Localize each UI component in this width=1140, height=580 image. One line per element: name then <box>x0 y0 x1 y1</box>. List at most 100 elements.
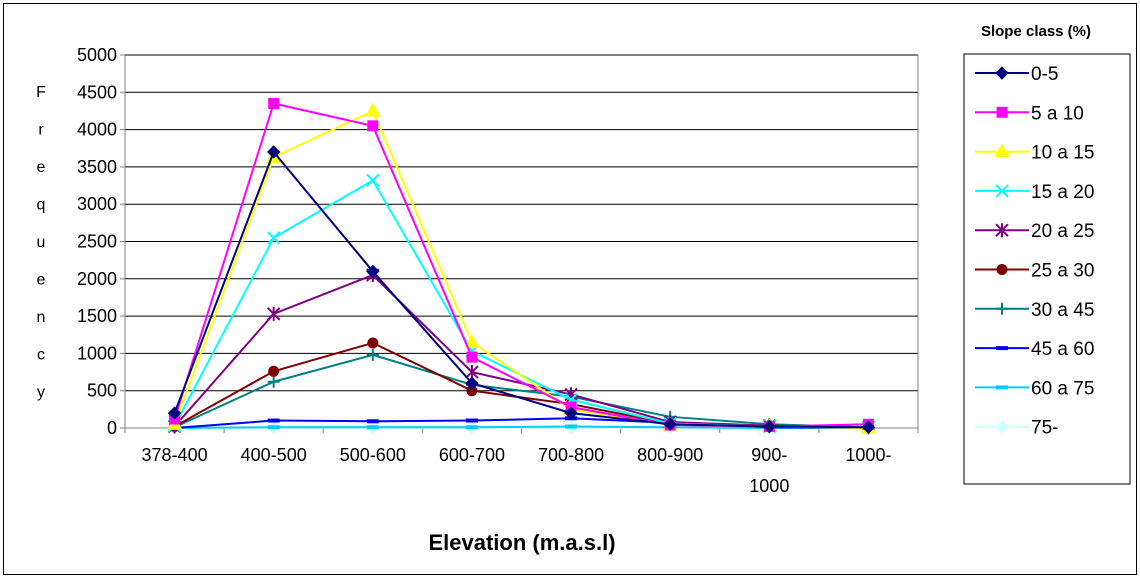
y-axis-title-char: y <box>37 384 45 401</box>
legend-marker <box>995 223 1009 238</box>
legend-label: 10 a 15 <box>1031 143 1094 164</box>
y-axis-title-char: q <box>37 197 46 214</box>
x-axis-ticks: 378-400 400-500 500-600 600-700 700-800 800-9… <box>124 428 919 496</box>
x-tick-label: 700-800 <box>538 445 604 465</box>
legend-marker <box>996 302 1008 315</box>
legend-item: 10 a 15 <box>975 143 1094 164</box>
legend-item: 20 a 25 <box>975 221 1094 242</box>
gridlines <box>125 54 918 392</box>
data-point <box>366 173 380 188</box>
legend-item: 15 a 20 <box>975 182 1094 203</box>
legend-title: Slope class (%) <box>981 23 1091 40</box>
y-axis-title-char: e <box>37 272 46 289</box>
data-point <box>366 425 379 430</box>
series-0-5 <box>167 145 876 434</box>
data-point <box>465 425 478 430</box>
y-tick-label: 4500 <box>77 82 117 102</box>
legend-label: 75- <box>1031 418 1058 439</box>
x-tick-label: 500-600 <box>340 445 406 465</box>
data-point <box>466 351 478 363</box>
y-axis-title: Fr e q u e n c y <box>36 84 46 401</box>
legend-item: 5 a 10 <box>975 103 1084 124</box>
y-tick-label: 2500 <box>77 232 117 252</box>
legend-item: 0-5 <box>975 64 1058 85</box>
x-tick-label: 900- <box>751 445 787 465</box>
data-point <box>464 334 480 348</box>
data-point <box>266 231 281 245</box>
data-point <box>268 97 280 109</box>
y-tick-label: 1500 <box>77 306 117 326</box>
data-point <box>267 375 280 388</box>
legend-item: 60 a 75 <box>975 378 1094 399</box>
x-tick-label: 1000- <box>845 445 891 465</box>
data-point <box>364 102 381 117</box>
legend-label: 15 a 20 <box>1031 182 1094 203</box>
data-point <box>366 419 379 424</box>
legend-label: 60 a 75 <box>1031 378 1094 399</box>
data-point <box>465 376 479 390</box>
x-tick-label: 600-700 <box>439 445 505 465</box>
series-line <box>174 353 869 429</box>
data-point <box>266 145 281 159</box>
y-tick-label: 500 <box>87 381 117 401</box>
y-tick-label: 4000 <box>77 120 117 140</box>
y-axis-ticks: 0 500 1000 1500 2000 2500 3000 3500 4000 4500 5000 <box>77 45 125 438</box>
legend-marker <box>996 106 1008 118</box>
x-tick-label: 400-500 <box>241 445 307 465</box>
data-point <box>465 418 478 423</box>
y-axis-title-char: e <box>37 159 46 176</box>
y-axis-title-char: c <box>37 347 45 364</box>
legend-label: 5 a 10 <box>1031 103 1084 124</box>
legend-marker <box>996 385 1008 390</box>
data-point <box>366 264 380 279</box>
data-point <box>366 348 379 361</box>
legend-item: 75- <box>975 418 1058 439</box>
series-line <box>174 425 869 429</box>
legend-marker <box>996 346 1008 351</box>
y-tick-label: 2000 <box>77 269 117 289</box>
legend-item: 25 a 30 <box>975 261 1094 282</box>
series-layer <box>166 97 877 435</box>
legend-marker <box>995 419 1009 434</box>
data-point <box>268 365 280 377</box>
legend-label: 45 a 60 <box>1031 339 1094 360</box>
y-tick-label: 3500 <box>77 157 117 177</box>
legend-label: 30 a 45 <box>1031 300 1094 321</box>
x-axis-title: Elevation (m.a.s.l) <box>428 530 615 555</box>
x-tick-label: 1000 <box>749 476 789 496</box>
legend-item: 45 a 60 <box>975 339 1094 360</box>
data-point <box>266 306 281 321</box>
x-tick-label: 800-900 <box>637 445 703 465</box>
data-point <box>367 337 379 349</box>
x-tick-label: 378-400 <box>142 445 208 465</box>
data-point <box>367 120 379 132</box>
legend-marker <box>994 143 1010 158</box>
series-line <box>173 150 869 429</box>
y-axis-title-char: F <box>36 84 46 101</box>
legend: Slope class (%) 0-5 5 a 10 10 a 15 15 a 20 20… <box>963 23 1131 485</box>
legend-marker <box>995 184 1009 198</box>
data-point <box>564 406 578 420</box>
y-axis-title-char: n <box>37 309 46 326</box>
data-point <box>663 417 677 431</box>
data-point <box>167 406 182 420</box>
data-point <box>267 425 280 430</box>
series-line <box>174 341 869 429</box>
legend-label: 25 a 30 <box>1031 261 1094 282</box>
legend-item: 30 a 45 <box>975 300 1094 321</box>
y-axis-title-char: r <box>38 122 44 139</box>
y-tick-label: 5000 <box>77 45 117 65</box>
y-tick-label: 0 <box>107 418 117 438</box>
data-point <box>762 419 777 434</box>
legend-label: 20 a 25 <box>1031 221 1094 242</box>
legend-label: 0-5 <box>1031 64 1058 85</box>
y-tick-label: 3000 <box>77 194 117 214</box>
y-tick-label: 1000 <box>77 343 117 363</box>
chart-frame <box>3 3 1137 575</box>
data-point <box>565 424 578 429</box>
y-axis-title-char: u <box>37 234 46 251</box>
legend-marker <box>995 66 1009 80</box>
data-point <box>267 418 280 423</box>
series-20-a-25 <box>167 268 876 435</box>
